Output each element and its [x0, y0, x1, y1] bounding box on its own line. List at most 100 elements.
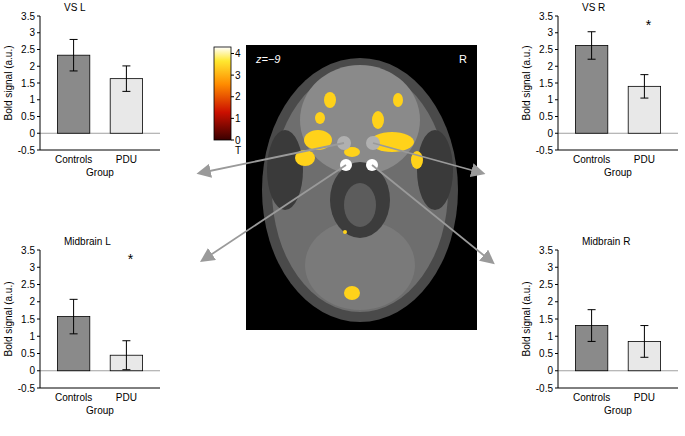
y-tick-label: 1	[29, 331, 35, 342]
y-tick-label: 2	[29, 61, 35, 72]
x-tick-label: PDU	[634, 392, 655, 403]
y-tick	[37, 301, 40, 302]
colorbar-tick-label: 0	[235, 135, 241, 146]
y-tick-label: 2.5	[539, 279, 553, 290]
bar-panel: -0.500.511.522.533.5ControlsPDUGroupBold…	[521, 236, 678, 416]
y-tick-label: 3.5	[21, 11, 35, 22]
y-tick	[555, 370, 558, 371]
x-tick-label: PDU	[634, 154, 655, 165]
y-tick-label: 3	[29, 262, 35, 273]
x-axis	[558, 150, 678, 151]
x-axis-label: Group	[604, 167, 632, 178]
y-tick	[37, 267, 40, 268]
annotation: *	[128, 251, 134, 267]
y-tick	[555, 32, 558, 33]
x-axis	[40, 388, 160, 389]
chart-title: Midbrain L	[64, 236, 111, 247]
y-tick-label: -0.5	[536, 145, 554, 156]
bars	[575, 32, 660, 134]
y-tick	[555, 116, 558, 117]
y-tick-label: 3	[29, 27, 35, 38]
y-tick-label: 2.5	[21, 279, 35, 290]
y-tick-label: 2.5	[21, 44, 35, 55]
y-tick	[37, 16, 40, 17]
activation-blob	[315, 112, 325, 124]
y-tick-label: 1	[547, 331, 553, 342]
colorbar-tick-label: 3	[235, 70, 241, 81]
y-tick	[555, 267, 558, 268]
y-tick	[37, 66, 40, 67]
error-bar	[588, 32, 596, 59]
y-tick	[555, 319, 558, 320]
arrow	[373, 143, 482, 173]
chart-title: VS L	[64, 2, 86, 13]
colorbar-tick-label: 2	[235, 91, 241, 102]
image-background	[246, 45, 477, 330]
error-bar	[640, 326, 648, 358]
colorbar-tick	[231, 53, 234, 54]
x-tick-label: Controls	[55, 392, 92, 403]
colorbar-tick	[231, 75, 234, 76]
y-tick-label: 3.5	[539, 245, 553, 256]
bars	[57, 299, 142, 370]
y-axis-label: Bold signal (a.u.)	[3, 281, 14, 356]
bar-panel: -0.500.511.522.533.5ControlsPDUGroupBold…	[3, 2, 160, 178]
y-tick	[555, 301, 558, 302]
annotation: *	[646, 17, 652, 33]
y-tick	[555, 150, 558, 151]
y-tick	[37, 250, 40, 251]
y-tick	[37, 150, 40, 151]
y-tick-label: 0.5	[539, 111, 553, 122]
y-tick-label: -0.5	[536, 383, 554, 394]
error-bar	[70, 299, 78, 334]
x-axis-label: Group	[86, 167, 114, 178]
colorbar-tick-label: 4	[235, 48, 241, 59]
y-tick	[37, 133, 40, 134]
y-tick-label: 0	[29, 365, 35, 376]
arrow	[200, 143, 344, 173]
colorbar-tick	[231, 96, 234, 97]
error-bar	[640, 75, 648, 98]
y-tick	[555, 66, 558, 67]
y-tick	[555, 388, 558, 389]
y-tick-label: 1.5	[21, 78, 35, 89]
brain-temporal-r	[417, 130, 453, 210]
colorbar-tick	[231, 118, 234, 119]
y-tick-label: 2	[29, 296, 35, 307]
y-tick-label: 3	[547, 262, 553, 273]
y-tick	[37, 284, 40, 285]
y-tick-label: -0.5	[18, 145, 36, 156]
y-tick-label: 0	[547, 365, 553, 376]
y-tick-label: 3.5	[21, 245, 35, 256]
y-tick	[555, 250, 558, 251]
y-tick-label: 1.5	[539, 314, 553, 325]
brain-frontal	[300, 65, 420, 175]
bar-panel: -0.500.511.522.533.5ControlsPDUGroupBold…	[521, 2, 678, 178]
error-bar	[70, 39, 78, 70]
bars	[575, 310, 660, 371]
x-axis	[558, 388, 678, 389]
activation-blob	[372, 111, 384, 129]
activation-blob	[393, 93, 403, 107]
y-tick-label: 1	[29, 94, 35, 105]
colorbar-label: T	[235, 145, 241, 156]
x-axis-label: Group	[86, 405, 114, 416]
y-tick	[555, 49, 558, 50]
y-tick	[37, 353, 40, 354]
y-tick	[555, 284, 558, 285]
y-tick-label: -0.5	[18, 383, 36, 394]
arrow	[372, 165, 492, 262]
error-bar	[122, 341, 130, 370]
y-tick-label: 3	[547, 27, 553, 38]
error-bar	[588, 310, 596, 342]
y-tick	[555, 83, 558, 84]
y-tick-label: 2	[547, 61, 553, 72]
x-tick-label: Controls	[55, 154, 92, 165]
x-axis	[40, 150, 160, 151]
y-tick-label: 1	[547, 94, 553, 105]
y-tick	[37, 319, 40, 320]
y-tick	[555, 353, 558, 354]
side-label: R	[459, 53, 467, 65]
y-tick	[555, 16, 558, 17]
y-tick-label: 0	[547, 128, 553, 139]
